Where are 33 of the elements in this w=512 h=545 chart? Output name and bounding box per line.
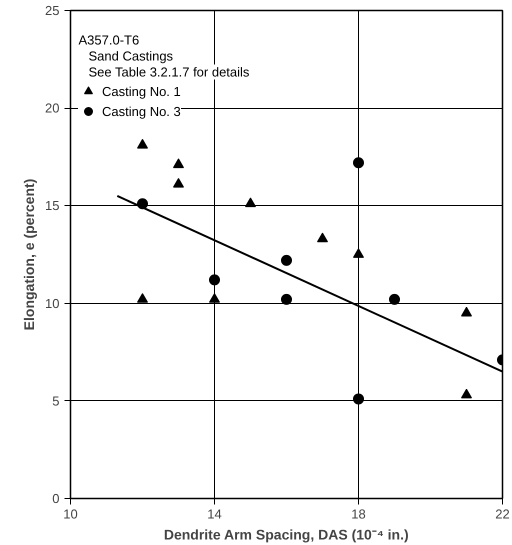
y-tick-label: 20 <box>45 100 60 116</box>
point <box>209 293 220 303</box>
point <box>281 294 292 305</box>
point <box>461 388 472 398</box>
point <box>461 306 472 316</box>
y-tick-label: 0 <box>52 491 60 506</box>
x-tick-label: 22 <box>495 506 510 522</box>
y-tick-label: 10 <box>45 296 60 311</box>
annotation: A357.0-T6 <box>78 32 140 48</box>
point <box>137 293 148 303</box>
annotation: Sand Castings <box>88 48 174 64</box>
point <box>209 274 220 286</box>
point <box>317 232 328 242</box>
point <box>173 178 184 188</box>
x-axis-title: Dendrite Arm Spacing, DAS (10⁻⁴ in.) <box>164 526 409 542</box>
x-tick-label: 10 <box>63 506 78 522</box>
y-tick-label: 25 <box>45 3 60 18</box>
x-tick-label: 18 <box>351 506 366 522</box>
point <box>353 157 364 168</box>
point <box>173 158 184 168</box>
point <box>389 294 400 305</box>
annotation: See Table 3.2.1.7 for details <box>88 64 250 80</box>
y-tick-label: 15 <box>45 198 60 214</box>
point <box>137 138 148 149</box>
legend-label: Casting No. 1 <box>102 84 181 98</box>
point <box>353 248 364 258</box>
x-tick-label: 14 <box>207 506 222 522</box>
point <box>245 197 256 208</box>
point <box>353 393 364 404</box>
legend-label: Casting No. 3 <box>102 104 181 118</box>
point <box>281 254 292 266</box>
y-tick-label: 5 <box>52 393 60 408</box>
y-axis-title: Elongation, e (percent) <box>21 178 38 330</box>
